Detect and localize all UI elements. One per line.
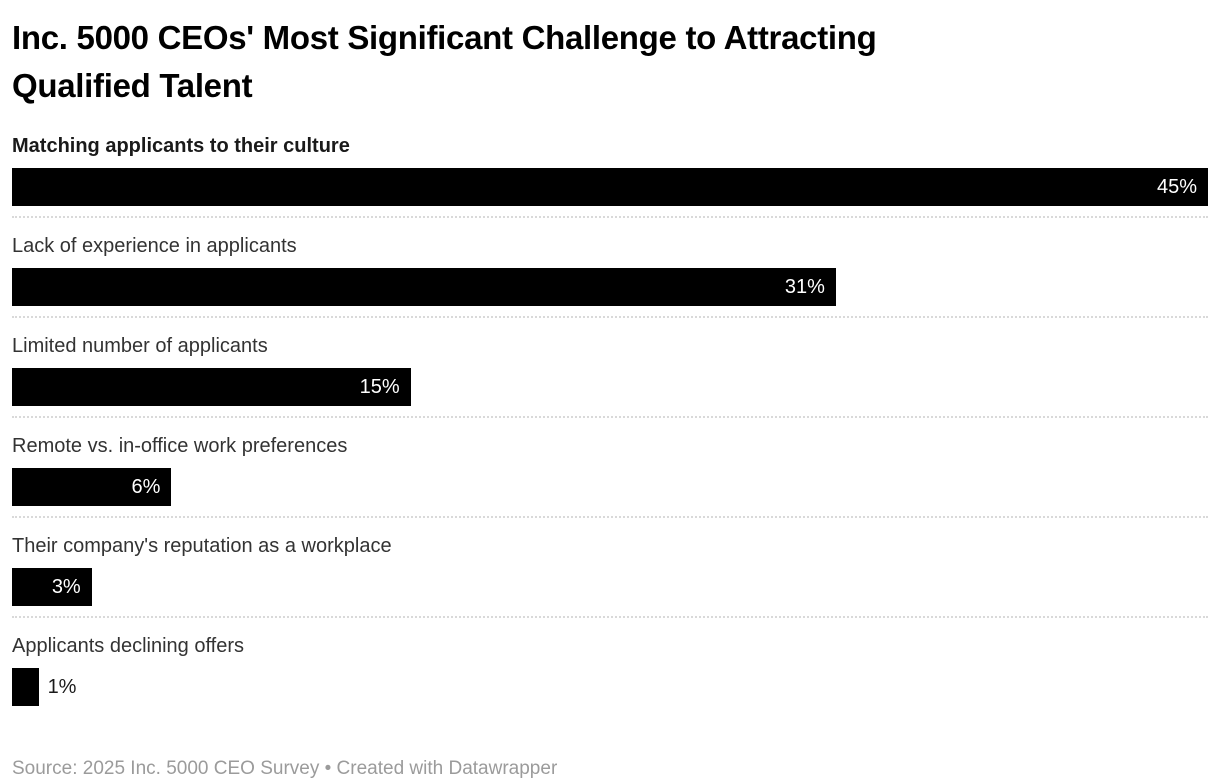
- bar-row: Remote vs. in-office work preferences 6%: [12, 418, 1208, 518]
- category-label: Remote vs. in-office work preferences: [12, 435, 348, 457]
- category-label: Applicants declining offers: [12, 635, 244, 657]
- value-label: 45%: [1156, 175, 1197, 198]
- bar-track: 3%: [12, 568, 1208, 606]
- bar: 6%: [12, 468, 172, 506]
- bar: 45%: [12, 168, 1208, 206]
- bar-row: Lack of experience in applicants 31%: [12, 218, 1208, 318]
- bar-track: 15%: [12, 368, 1208, 406]
- value-label: 31%: [784, 275, 825, 298]
- bar-row: Applicants declining offers 1%: [12, 618, 1208, 716]
- chart-title: Inc. 5000 CEOs' Most Significant Challen…: [12, 14, 1208, 110]
- bar: 31%: [12, 268, 836, 306]
- bar-row: Their company's reputation as a workplac…: [12, 518, 1208, 618]
- value-label: 15%: [359, 375, 400, 398]
- bar-chart: Matching applicants to their culture 45%…: [12, 134, 1208, 716]
- bar: 15%: [12, 368, 411, 406]
- value-label: 3%: [51, 575, 81, 598]
- category-label: Their company's reputation as a workplac…: [12, 535, 392, 557]
- source-line: Source: 2025 Inc. 5000 CEO Survey • Crea…: [12, 758, 558, 779]
- category-label: Lack of experience in applicants: [12, 235, 297, 257]
- bar-row: Matching applicants to their culture 45%: [12, 134, 1208, 218]
- chart-title-line-1: Inc. 5000 CEOs' Most Significant Challen…: [12, 19, 877, 56]
- bar-row: Limited number of applicants 15%: [12, 318, 1208, 418]
- bar-track: 1%: [12, 668, 1208, 706]
- bar-track: 45%: [12, 168, 1208, 206]
- bar: [12, 668, 39, 706]
- value-label: 1%: [47, 675, 77, 698]
- bar-track: 6%: [12, 468, 1208, 506]
- chart-title-line-2: Qualified Talent: [12, 67, 253, 104]
- bar: 3%: [12, 568, 92, 606]
- category-label: Matching applicants to their culture: [12, 135, 350, 157]
- bar-track: 31%: [12, 268, 1208, 306]
- value-label: 6%: [131, 475, 161, 498]
- category-label: Limited number of applicants: [12, 335, 268, 357]
